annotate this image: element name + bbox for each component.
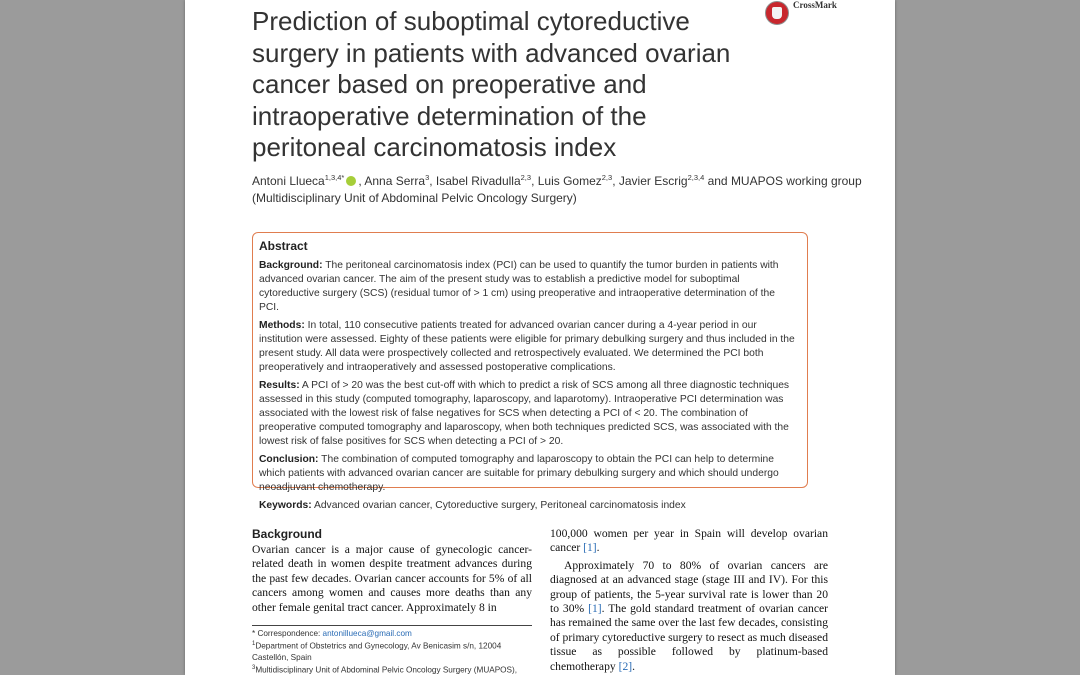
abstract-label: Results: [259, 380, 300, 391]
abstract-methods: Methods: In total, 110 consecutive patie… [259, 319, 797, 375]
paper-title: Prediction of suboptimal cytoreductive s… [252, 6, 752, 164]
author-affiliation-marker: 2,3 [601, 173, 613, 182]
footnote-text: Multidisciplinary Unit of Abdominal Pelv… [255, 665, 517, 675]
affiliation-line: 1Department of Obstetrics and Gynecology… [252, 639, 532, 652]
section-heading: Background [252, 527, 323, 541]
author-name: , Anna Serra [358, 174, 426, 188]
citation-link[interactable]: [1] [588, 602, 602, 616]
abstract-label: Background: [259, 260, 323, 271]
author-name: and MUAPOS working group [704, 174, 862, 188]
author-name: , Javier Escrig [612, 174, 688, 188]
author-affiliation-marker: 1,3,4* [324, 173, 345, 182]
body-column-right: 100,000 women per year in Spain will dev… [550, 527, 828, 674]
abstract-text: In total, 110 consecutive patients treat… [259, 320, 795, 373]
author-affiliation-marker: 3 [425, 173, 430, 182]
title-line: surgery in patients with advanced ovaria… [252, 37, 731, 68]
abstract-label: Methods: [259, 320, 305, 331]
author-affiliation-marker: 2,3 [520, 173, 532, 182]
correspondence-line: * Correspondence: antonillueca@gmail.com [252, 629, 532, 639]
body-text: Approximately 70 to 80% of ovarian cance… [550, 558, 828, 616]
affiliation-marker: 3 [252, 664, 256, 671]
body-column-left: Ovarian cancer is a major cause of gynec… [252, 543, 532, 615]
abstract-heading: Abstract [259, 239, 308, 253]
author-name: , Luis Gomez [531, 174, 602, 188]
footnotes: * Correspondence: antonillueca@gmail.com… [252, 629, 532, 675]
title-line: Prediction of suboptimal cytoreductive [252, 6, 690, 36]
abstract-background: Background: The peritoneal carcinomatosi… [259, 259, 797, 315]
abstract-text: The peritoneal carcinomatosis index (PCI… [259, 260, 779, 313]
abstract-label: Conclusion: [259, 454, 319, 465]
abstract-label: Keywords: [259, 500, 312, 511]
body-text: . [596, 541, 600, 555]
author-affiliation-marker: 2,3,4 [687, 173, 705, 182]
body-text: . [632, 659, 636, 673]
footnote-text: * Correspondence: [252, 629, 323, 638]
footnote-divider [252, 625, 532, 626]
crossmark-badge[interactable]: CrossMark [765, 0, 837, 26]
author-name: Antoni Llueca [252, 174, 325, 188]
body-paragraph: Ovarian cancer is a major cause of gynec… [252, 543, 532, 614]
affiliation-line: 3Multidisciplinary Unit of Abdominal Pel… [252, 663, 532, 675]
title-line: intraoperative determination of the [252, 100, 647, 131]
citation-link[interactable]: [1] [583, 541, 597, 555]
affiliation-marker: 1 [252, 641, 256, 648]
title-line: peritoneal carcinomatosis index [252, 132, 617, 162]
abstract-text: The combination of computed tomography a… [259, 454, 779, 493]
pdf-page: Prediction of suboptimal cytoreductive s… [185, 0, 895, 675]
orcid-icon[interactable] [346, 176, 357, 186]
crossmark-icon [765, 1, 789, 25]
footnote-text: Department of Obstetrics and Gynecology,… [255, 642, 502, 652]
abstract-box: Abstract Background: The peritoneal carc… [252, 232, 808, 511]
author-list: Antoni Llueca1,3,4* , Anna Serra3, Isabel… [252, 173, 862, 188]
email-link[interactable]: antonillueca@gmail.com [322, 629, 412, 638]
abstract-conclusion: Conclusion: The combination of computed … [259, 453, 797, 495]
author-name: , Isabel Rivadulla [429, 174, 521, 188]
abstract-results: Results: A PCI of > 20 was the best cut-… [259, 379, 797, 449]
group-affiliation: (Multidisciplinary Unit of Abdominal Pel… [252, 191, 577, 205]
body-text: . The gold standard treatment of ovarian… [550, 602, 828, 673]
affiliation-line: Castellón, Spain [252, 652, 312, 662]
crossmark-label: CrossMark [793, 0, 837, 10]
abstract-text: Advanced ovarian cancer, Cytoreductive s… [311, 500, 686, 511]
body-paragraph: Approximately 70 to 80% of ovarian cance… [550, 559, 828, 674]
abstract-text: A PCI of > 20 was the best cut-off with … [259, 380, 790, 447]
body-paragraph: 100,000 women per year in Spain will dev… [550, 527, 828, 556]
abstract-keywords: Keywords: Advanced ovarian cancer, Cytor… [259, 499, 797, 513]
title-line: cancer based on preoperative and [252, 69, 647, 99]
body-text: 100,000 women per year in Spain will dev… [550, 527, 828, 555]
citation-link[interactable]: [2] [618, 659, 633, 673]
